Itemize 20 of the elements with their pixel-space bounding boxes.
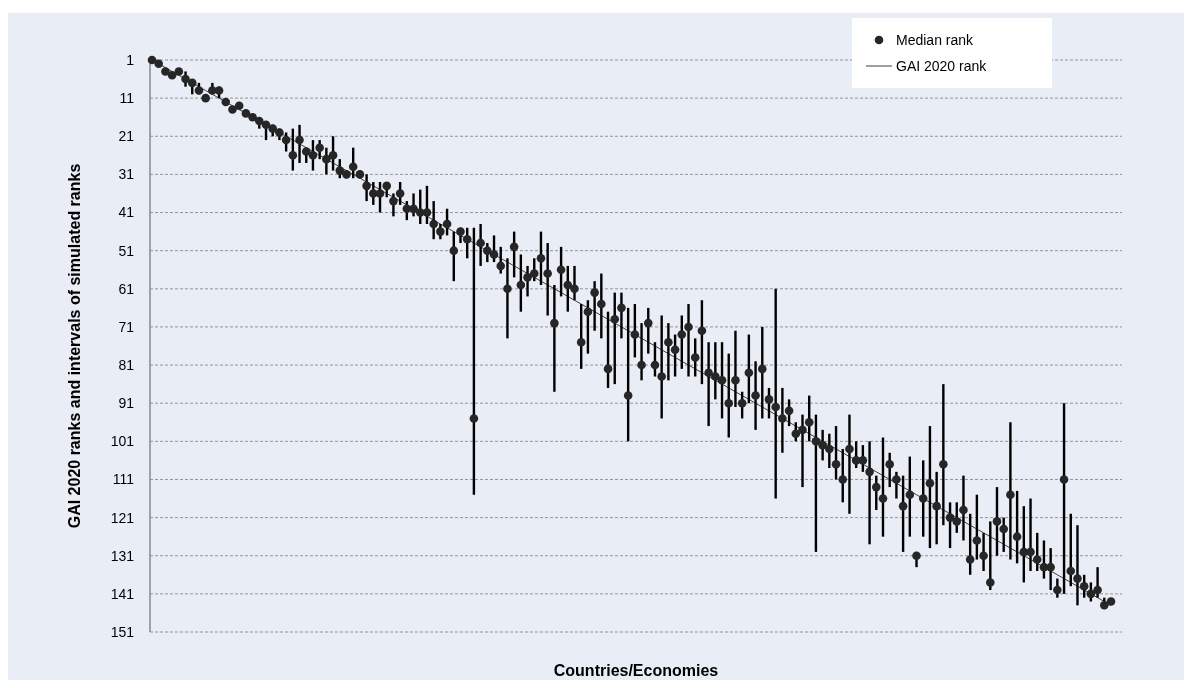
y-tick-label: 131 [110, 547, 135, 564]
y-tick-label: 61 [118, 280, 135, 297]
y-tick-label: 141 [110, 585, 135, 602]
x-axis-title: Countries/Economies [553, 662, 719, 679]
y-tick-label: 1 [126, 51, 135, 68]
y-tick-label: 51 [118, 242, 135, 259]
y-tick-label: 31 [118, 166, 135, 183]
y-tick-label: 121 [110, 509, 135, 526]
y-tick-label: 11 [119, 90, 135, 107]
y-tick-label: 21 [118, 128, 135, 145]
y-tick-label: 91 [118, 395, 135, 412]
y-tick-label: 41 [118, 204, 135, 221]
y-tick-label: 71 [118, 318, 135, 335]
y-tick-label: 111 [112, 471, 135, 488]
legend-label: GAI 2020 rank [896, 57, 988, 74]
legend-label: Median rank [896, 31, 975, 48]
y-tick-label: 151 [110, 623, 135, 640]
y-tick-label: 101 [110, 433, 135, 450]
y-axis-title: GAI 2020 ranks and intervals of simulated ranks [66, 163, 83, 529]
y-tick-label: 81 [118, 356, 135, 373]
